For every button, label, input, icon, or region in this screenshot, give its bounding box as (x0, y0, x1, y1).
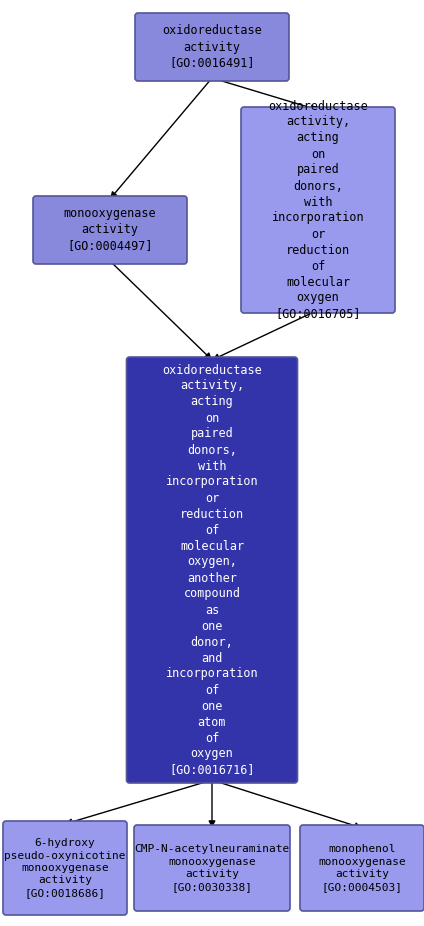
FancyBboxPatch shape (134, 825, 290, 911)
FancyBboxPatch shape (33, 196, 187, 264)
FancyBboxPatch shape (126, 357, 298, 783)
FancyBboxPatch shape (241, 107, 395, 313)
FancyBboxPatch shape (135, 13, 289, 81)
Text: monooxygenase
activity
[GO:0004497]: monooxygenase activity [GO:0004497] (64, 207, 156, 253)
Text: oxidoreductase
activity,
acting
on
paired
donors,
with
incorporation
or
reductio: oxidoreductase activity, acting on paire… (162, 364, 262, 777)
FancyBboxPatch shape (300, 825, 424, 911)
FancyBboxPatch shape (3, 821, 127, 915)
Text: monophenol
monooxygenase
activity
[GO:0004503]: monophenol monooxygenase activity [GO:00… (318, 845, 406, 892)
Text: oxidoreductase
activity
[GO:0016491]: oxidoreductase activity [GO:0016491] (162, 24, 262, 69)
Text: oxidoreductase
activity,
acting
on
paired
donors,
with
incorporation
or
reductio: oxidoreductase activity, acting on paire… (268, 99, 368, 320)
Text: CMP-N-acetylneuraminate
monooxygenase
activity
[GO:0030338]: CMP-N-acetylneuraminate monooxygenase ac… (134, 845, 290, 892)
Text: 6-hydroxy
pseudo-oxynicotine
monooxygenase
activity
[GO:0018686]: 6-hydroxy pseudo-oxynicotine monooxygena… (4, 838, 126, 898)
